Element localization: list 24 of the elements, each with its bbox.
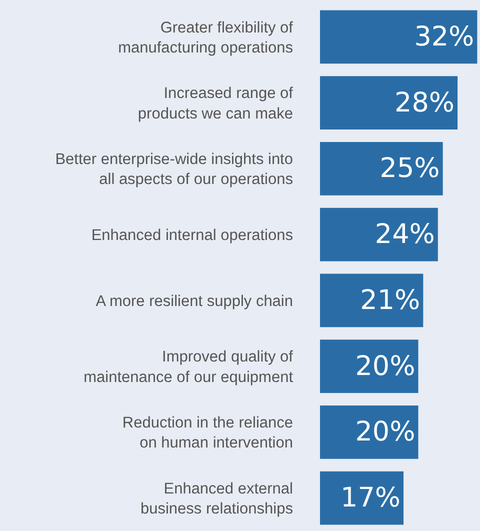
y-tick-label: Better enterprise-wide insights into all aspects of our operations (55, 151, 294, 188)
bar (320, 274, 424, 328)
y-tick-label: Greater flexibility of manufacturing operations (118, 19, 294, 56)
data-label: 32% (414, 21, 474, 52)
bar (320, 340, 418, 393)
bar (320, 406, 418, 459)
y-tick-label: Enhanced external business relationships (140, 480, 294, 518)
y-tick-label: Improved quality of maintenance of our equipment (84, 348, 294, 386)
bar (320, 208, 438, 262)
bar (320, 471, 404, 525)
data-label: 21% (360, 284, 420, 316)
data-label: 24% (374, 219, 435, 250)
data-label: 28% (394, 87, 455, 118)
y-tick-label: Enhanced internal operations (91, 226, 294, 244)
y-tick-label: Reduction in the reliance on human intervention (122, 414, 293, 452)
y-tick-label: A more resilient supply chain (96, 292, 293, 310)
data-label: 20% (355, 350, 416, 382)
data-label: 25% (380, 153, 440, 184)
bar (320, 76, 458, 130)
y-tick-label: Increased range of products we can make (138, 85, 294, 122)
data-label: 17% (340, 482, 401, 514)
bar (320, 142, 443, 196)
data-label: 20% (355, 416, 416, 448)
bar (320, 10, 478, 64)
